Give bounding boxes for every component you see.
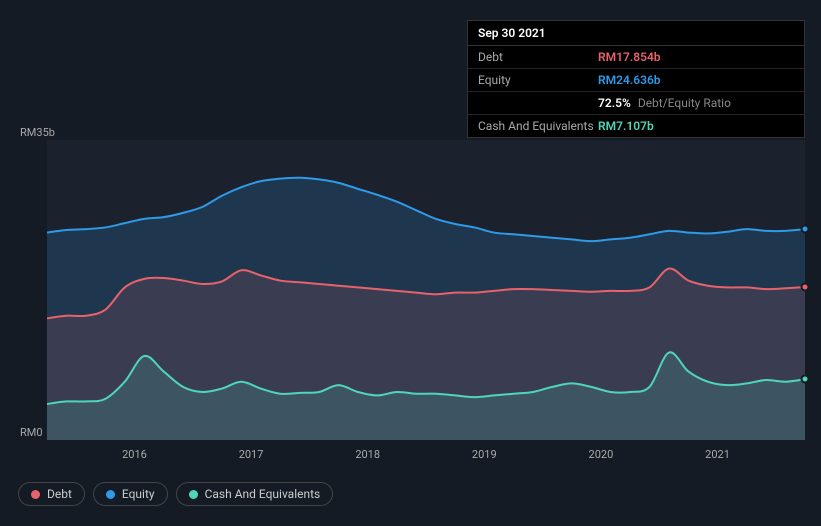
end-dot-cash [801,375,810,384]
tooltip-row-label [478,96,598,110]
tooltip-row: Cash And EquivalentsRM7.107b [468,115,804,137]
x-axis-label: 2018 [355,448,380,461]
tooltip-row-label: Debt [478,50,598,64]
chart-container: Sep 30 2021 DebtRM17.854bEquityRM24.636b… [0,0,821,526]
tooltip-row-label: Cash And Equivalents [478,119,598,133]
tooltip-row: DebtRM17.854b [468,46,804,69]
tooltip-row-value: RM17.854b [598,50,661,64]
x-axis-label: 2020 [589,448,614,461]
x-axis-label: 2017 [239,448,264,461]
legend-dot-icon [189,490,198,499]
x-axis-label: 2019 [472,448,497,461]
legend-dot-icon [31,490,40,499]
chart-plot [47,140,805,440]
chart-legend: Debt Equity Cash And Equivalents [18,482,333,506]
legend-dot-icon [106,490,115,499]
y-axis-label: RM35b [20,126,55,139]
tooltip-row-label: Equity [478,73,598,87]
end-dot-equity [801,225,810,234]
legend-item-label: Equity [122,487,155,501]
x-axis-label: 2016 [122,448,147,461]
legend-item-cash[interactable]: Cash And Equivalents [176,482,334,506]
x-axis-label: 2021 [705,448,730,461]
end-dot-debt [801,283,810,292]
tooltip-row-value: 72.5% Debt/Equity Ratio [598,96,731,110]
legend-item-label: Debt [47,487,72,501]
legend-item-equity[interactable]: Equity [93,482,168,506]
tooltip-date: Sep 30 2021 [468,21,804,46]
tooltip-row: EquityRM24.636b [468,69,804,92]
legend-item-label: Cash And Equivalents [205,487,321,501]
tooltip-row-value: RM7.107b [598,119,654,133]
tooltip-row-value: RM24.636b [598,73,661,87]
chart-tooltip: Sep 30 2021 DebtRM17.854bEquityRM24.636b… [467,20,805,138]
y-axis-label: RM0 [20,426,43,439]
tooltip-row: 72.5% Debt/Equity Ratio [468,92,804,115]
legend-item-debt[interactable]: Debt [18,482,85,506]
